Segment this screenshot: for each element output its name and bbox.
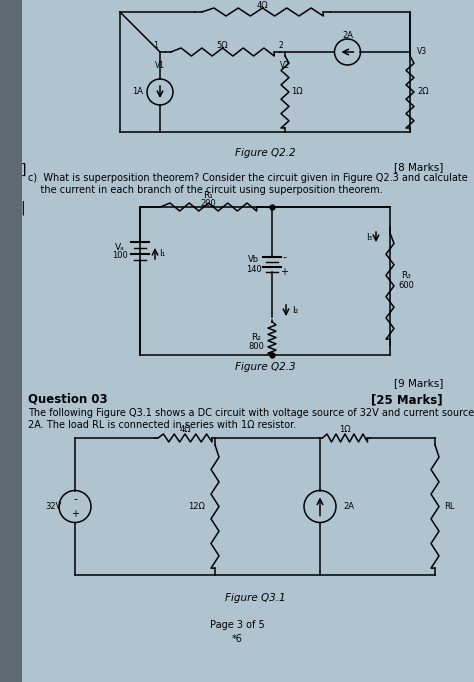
Text: the current in each branch of the circuit using superposition theorem.: the current in each branch of the circui… bbox=[28, 185, 383, 195]
Text: 1Ω: 1Ω bbox=[339, 426, 351, 434]
Text: I₁: I₁ bbox=[159, 249, 165, 258]
Text: V1: V1 bbox=[155, 61, 165, 70]
Text: [25 Marks]: [25 Marks] bbox=[371, 393, 443, 406]
Text: [9 Marks]: [9 Marks] bbox=[393, 378, 443, 388]
Text: 5Ω: 5Ω bbox=[217, 40, 228, 50]
Text: -: - bbox=[73, 494, 77, 504]
Text: R₃: R₃ bbox=[401, 271, 411, 280]
Text: 600: 600 bbox=[398, 282, 414, 291]
Text: -: - bbox=[282, 252, 286, 262]
Text: Vₐ: Vₐ bbox=[115, 243, 125, 252]
Text: 32V: 32V bbox=[45, 502, 61, 511]
Text: R₂: R₂ bbox=[251, 333, 261, 342]
Text: *6: *6 bbox=[232, 634, 242, 644]
Text: 2A: 2A bbox=[343, 502, 354, 511]
Text: 2: 2 bbox=[279, 40, 283, 50]
Text: 100: 100 bbox=[112, 252, 128, 261]
Text: 140: 140 bbox=[246, 265, 262, 273]
Text: 2A: 2A bbox=[342, 31, 353, 40]
Text: |: | bbox=[21, 201, 25, 216]
Text: V3: V3 bbox=[417, 48, 427, 57]
Text: 1A: 1A bbox=[133, 87, 144, 96]
FancyBboxPatch shape bbox=[0, 0, 22, 682]
Text: Question 03: Question 03 bbox=[28, 393, 108, 406]
Text: R₁: R₁ bbox=[203, 192, 213, 201]
Text: ]: ] bbox=[20, 163, 26, 177]
Text: 4Ω: 4Ω bbox=[257, 1, 268, 10]
Text: Vb: Vb bbox=[248, 256, 260, 265]
Text: 2Ω: 2Ω bbox=[417, 87, 429, 96]
Text: Figure Q2.2: Figure Q2.2 bbox=[235, 148, 295, 158]
Text: [8 Marks]: [8 Marks] bbox=[393, 162, 443, 172]
Text: RL: RL bbox=[444, 502, 454, 511]
Text: c)  What is superposition theorem? Consider the circuit given in Figure Q2.3 and: c) What is superposition theorem? Consid… bbox=[28, 173, 468, 183]
Text: Figure Q3.1: Figure Q3.1 bbox=[225, 593, 285, 603]
Text: 12Ω: 12Ω bbox=[189, 502, 205, 511]
Text: 200: 200 bbox=[201, 198, 216, 207]
Text: V2: V2 bbox=[280, 61, 290, 70]
Text: Figure Q2.3: Figure Q2.3 bbox=[235, 362, 295, 372]
Text: 4Ω: 4Ω bbox=[179, 426, 191, 434]
Text: 1: 1 bbox=[154, 40, 158, 50]
Text: Page 3 of 5: Page 3 of 5 bbox=[210, 620, 264, 630]
Text: I₃: I₃ bbox=[366, 233, 372, 241]
Text: 800: 800 bbox=[248, 342, 264, 351]
Text: +: + bbox=[71, 509, 79, 519]
Text: I₂: I₂ bbox=[292, 306, 298, 315]
Text: 2A. The load RL is connected in series with 1Ω resistor.: 2A. The load RL is connected in series w… bbox=[28, 420, 296, 430]
Text: +: + bbox=[280, 267, 288, 277]
Text: 1Ω: 1Ω bbox=[291, 87, 303, 96]
Text: The following Figure Q3.1 shows a DC circuit with voltage source of 32V and curr: The following Figure Q3.1 shows a DC cir… bbox=[28, 408, 474, 418]
